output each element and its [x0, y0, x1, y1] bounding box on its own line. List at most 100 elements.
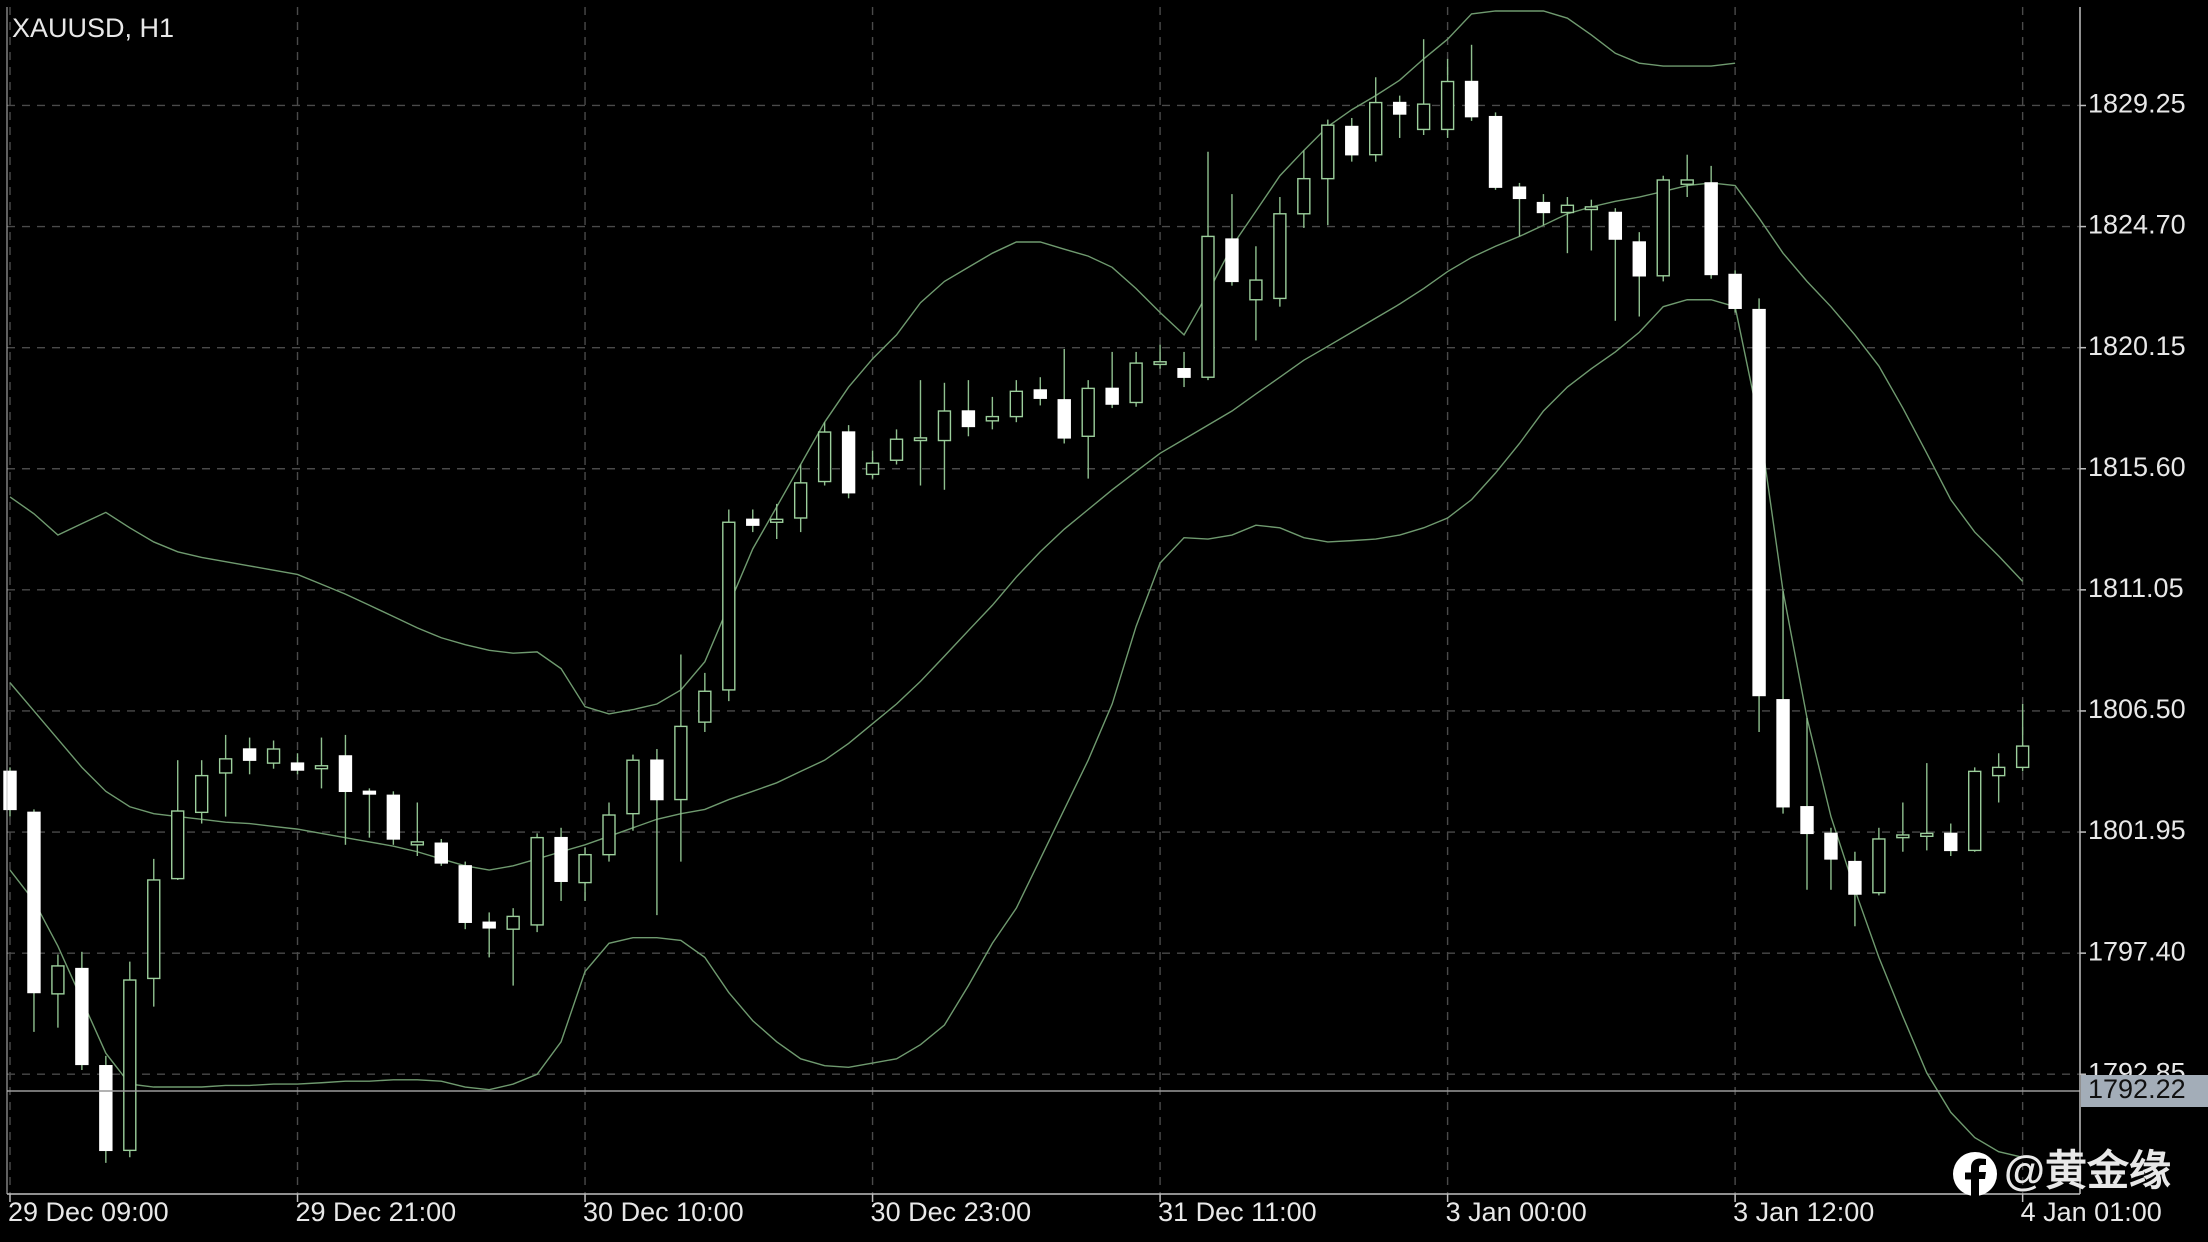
price-label: 1792.22 — [2088, 1074, 2186, 1104]
candle-body-bear — [99, 1065, 113, 1152]
candle-body-bull — [770, 518, 784, 523]
candle-body-bull — [578, 853, 592, 884]
candle-body-bear — [1464, 80, 1479, 118]
candle-body-bear — [1512, 186, 1527, 200]
candle-body-bull — [530, 836, 544, 926]
y-tick-label: 1815.60 — [2088, 452, 2186, 482]
candle-body-bull — [1273, 213, 1287, 300]
icon-glyph — [1965, 1158, 1986, 1197]
watermark-icon — [1953, 1152, 1997, 1197]
candle-body-bear — [1488, 115, 1503, 188]
candle-layer — [3, 39, 2030, 1163]
candle-body-bull — [1584, 206, 1599, 211]
candle-body-bull — [889, 438, 904, 461]
y-tick-label: 1824.70 — [2088, 210, 2186, 240]
candle-body-bull — [865, 462, 880, 476]
candle-body-bull — [1297, 177, 1311, 215]
candle-body-bull — [1872, 838, 1886, 894]
candle-body-bear — [3, 770, 17, 811]
candle-body-bear — [362, 790, 377, 795]
candle-body-bear — [961, 410, 976, 428]
candle-body-bull — [674, 725, 688, 801]
candle-body-bear — [1704, 182, 1718, 276]
y-tick-label: 1801.95 — [2088, 815, 2186, 845]
candle-body-bear — [386, 794, 401, 840]
candle-body-bull — [314, 765, 329, 770]
y-tick-label: 1806.50 — [2088, 694, 2186, 724]
candle-body-bull — [218, 758, 233, 774]
candle-body-bear — [75, 967, 89, 1066]
candle-body-bull — [913, 437, 928, 442]
candle-body-bear — [458, 865, 472, 923]
candle-body-bear — [1824, 832, 1838, 860]
candle-body-bear — [1392, 101, 1407, 115]
candle-body-bull — [1321, 124, 1335, 180]
candle-body-bear — [1608, 211, 1623, 240]
x-tick-label: 29 Dec 09:00 — [8, 1197, 169, 1227]
candle-body-bull — [1369, 101, 1383, 156]
candle-body-bull — [1680, 179, 1694, 185]
candle-body-bull — [171, 810, 185, 880]
y-tick-label: 1829.25 — [2088, 89, 2186, 119]
band-line — [9, 10, 1736, 715]
y-tick-label: 1820.15 — [2088, 331, 2186, 361]
candle-body-bull — [51, 965, 65, 995]
candle-body-bull — [1560, 204, 1575, 214]
candle-body-bull — [937, 410, 952, 442]
y-tick-label: 1797.40 — [2088, 936, 2186, 966]
candle-body-bear — [1033, 389, 1047, 399]
candle-body-bear — [1057, 399, 1071, 439]
candle-body-bear — [1177, 367, 1191, 378]
candle-body-bull — [793, 482, 808, 519]
x-tick-label: 3 Jan 12:00 — [1733, 1197, 1874, 1227]
candle-body-bear — [1944, 832, 1958, 852]
candle-body-bear — [1800, 806, 1814, 835]
candle-body-bear — [554, 836, 568, 882]
candle-body-bear — [1225, 238, 1239, 283]
candle-body-bear — [27, 811, 41, 994]
candle-body-bull — [985, 415, 1000, 422]
x-tick-label: 29 Dec 21:00 — [296, 1197, 457, 1227]
candle-body-bull — [1249, 279, 1263, 301]
x-tick-label: 30 Dec 10:00 — [583, 1197, 744, 1227]
candle-body-bear — [650, 759, 664, 801]
candle-body-bear — [746, 518, 760, 526]
candle-body-bull — [1009, 390, 1024, 418]
watermark: @黄金缘 — [2004, 1147, 2171, 1194]
candle-body-bull — [1201, 235, 1215, 378]
candle-body-bull — [1968, 770, 1982, 852]
candle-body-bear — [841, 431, 856, 494]
candle-body-bull — [626, 759, 640, 815]
band-line — [9, 299, 2023, 1158]
candle-body-bull — [1991, 766, 2006, 777]
candle-body-bull — [147, 879, 161, 980]
candle-body-bull — [817, 431, 832, 483]
candle-body-bear — [482, 921, 496, 929]
candle-body-bull — [1416, 103, 1431, 131]
candle-body-bull — [2015, 745, 2030, 769]
candle-body-bull — [1129, 362, 1143, 404]
candle-body-bull — [1896, 834, 1910, 839]
candle-body-bear — [1752, 308, 1766, 697]
x-tick-label: 31 Dec 11:00 — [1158, 1197, 1317, 1227]
candle-body-bull — [698, 690, 712, 723]
candle-body-bull — [506, 915, 520, 930]
candle-body-bull — [1920, 832, 1934, 838]
x-tick-label: 3 Jan 00:00 — [1446, 1197, 1587, 1227]
candle-body-bear — [434, 842, 448, 864]
axis-layer: 1792.851797.401801.951806.501811.051815.… — [7, 89, 2208, 1227]
candle-body-bear — [242, 748, 257, 761]
candle-body-bull — [123, 979, 137, 1152]
candle-body-bull — [602, 814, 616, 856]
candle-body-bear — [1848, 860, 1862, 895]
candle-body-bear — [1776, 699, 1790, 808]
candle-body-bull — [194, 774, 209, 814]
candle-body-bear — [290, 762, 305, 771]
candle-body-bull — [1153, 361, 1167, 366]
candle-body-bear — [1105, 387, 1119, 405]
candle-body-bear — [1536, 201, 1551, 214]
candle-body-bear — [1632, 241, 1646, 277]
